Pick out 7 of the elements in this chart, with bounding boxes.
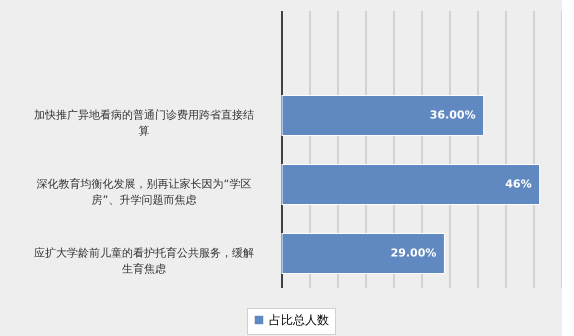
y-tick-label: 应扩大学龄前儿童的看护托育公共服务，缓解生育焦虑 xyxy=(34,246,254,276)
data-label: 36.00% xyxy=(430,108,476,122)
y-tick-label: 加快推广异地看病的普通门诊费用跨省直接结算 xyxy=(34,108,254,138)
data-label: 29.00% xyxy=(390,246,436,260)
data-label: 46% xyxy=(505,178,532,190)
legend-label: 占比总人数 xyxy=(269,313,329,327)
y-tick-label: 深化教育均衡化发展，别再让家长因为“学区房”、升学问题而焦虑 xyxy=(36,178,252,206)
